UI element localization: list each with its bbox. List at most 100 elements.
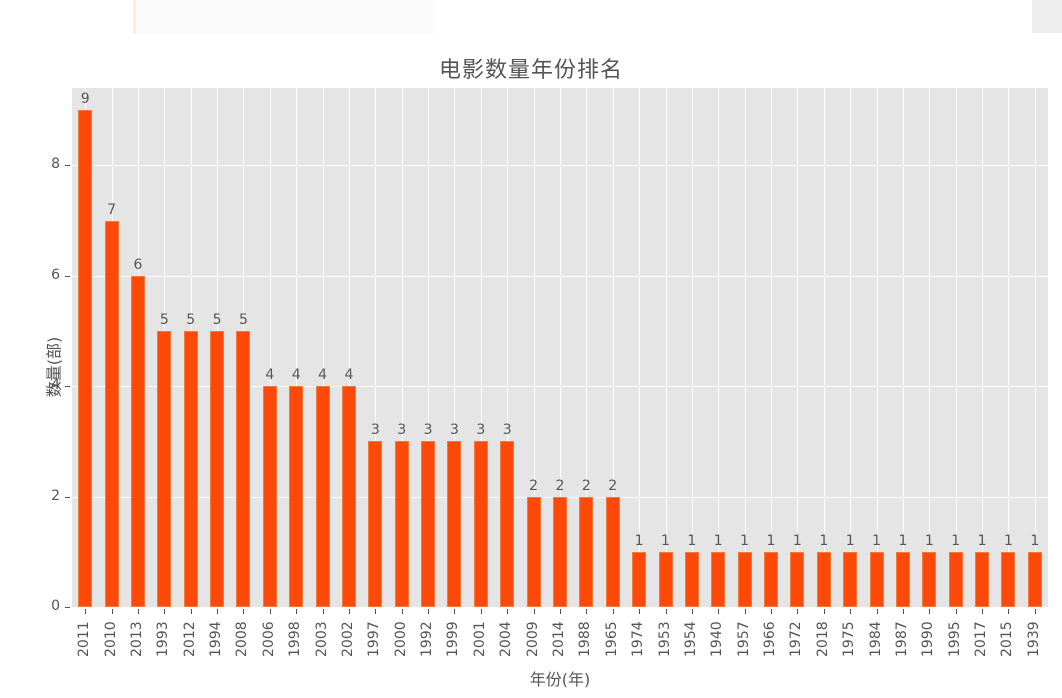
x-tick xyxy=(428,609,430,614)
gridline-v xyxy=(824,88,825,607)
x-tick-label: 1994 xyxy=(208,621,225,657)
x-tick xyxy=(586,609,588,614)
x-tick-label: 1998 xyxy=(287,621,304,657)
x-tick-label: 2017 xyxy=(973,621,990,657)
bar-value-label: 3 xyxy=(450,422,459,439)
bar-1998 xyxy=(289,386,304,607)
gridline-v xyxy=(534,88,535,607)
bar-1975 xyxy=(843,551,858,607)
x-tick xyxy=(560,609,561,614)
bar-1990 xyxy=(922,551,937,607)
bar-value-label: 1 xyxy=(951,532,961,549)
y-tick-label: 8 xyxy=(51,156,60,173)
gridline-v xyxy=(877,88,878,607)
x-tick xyxy=(190,609,192,614)
bar-value-label: 2 xyxy=(581,477,591,494)
x-tick xyxy=(744,609,746,614)
bar-value-label: 3 xyxy=(502,422,512,439)
bar-value-label: 1 xyxy=(819,532,829,549)
gridline-v xyxy=(745,88,746,607)
bar-2011 xyxy=(78,110,93,607)
gridline-v xyxy=(481,88,482,607)
gridline-v xyxy=(454,88,455,607)
bar-value-label: 3 xyxy=(370,422,380,439)
x-tick-label: 2002 xyxy=(339,621,356,657)
bar-value-label: 1 xyxy=(713,532,723,549)
x-tick xyxy=(454,609,456,614)
x-tick xyxy=(718,609,720,614)
bar-2017 xyxy=(975,551,990,607)
x-tick xyxy=(850,609,852,614)
bar-value-label: 1 xyxy=(661,532,670,549)
x-tick xyxy=(322,609,324,614)
x-tick-label: 1993 xyxy=(155,621,172,657)
x-tick-label: 2004 xyxy=(498,621,515,657)
x-tick-label: 2003 xyxy=(313,621,330,657)
y-tick xyxy=(65,386,70,388)
x-tick-label: 1966 xyxy=(762,621,779,657)
x-tick-label: 1990 xyxy=(920,621,937,657)
gridline-v xyxy=(402,88,403,607)
x-tick-label: 1965 xyxy=(603,621,620,657)
bar-value-label: 7 xyxy=(107,201,117,218)
bar-1965 xyxy=(605,496,620,607)
y-tick-label: 0 xyxy=(51,598,60,614)
x-tick-label: 2011 xyxy=(76,621,93,657)
bar-1987 xyxy=(895,551,910,607)
bar-2003 xyxy=(315,386,330,607)
bar-2013 xyxy=(130,275,145,607)
y-tick xyxy=(65,496,70,498)
bar-1995 xyxy=(948,551,963,607)
x-tick-label: 2006 xyxy=(260,621,277,657)
x-tick xyxy=(1008,609,1010,614)
gridline-v xyxy=(375,88,376,607)
gridline-v xyxy=(956,88,957,607)
gridline-v xyxy=(586,88,587,607)
bar-value-label: 4 xyxy=(291,367,301,384)
bar-value-label: 3 xyxy=(397,422,407,439)
bar-2018 xyxy=(816,551,831,607)
bar-1984 xyxy=(869,551,884,607)
x-tick xyxy=(137,609,139,614)
x-tick-label: 1939 xyxy=(1025,621,1042,657)
x-tick xyxy=(902,609,904,614)
bar-value-label: 1 xyxy=(845,532,855,549)
bar-1974 xyxy=(632,551,647,607)
x-tick xyxy=(639,609,641,614)
bar-value-label: 1 xyxy=(687,532,697,549)
x-tick-label: 1974 xyxy=(630,621,647,657)
gridline-v xyxy=(507,88,508,607)
x-tick xyxy=(348,609,350,614)
bar-value-label: 1 xyxy=(1003,532,1013,549)
x-tick-label: 1940 xyxy=(709,621,726,657)
x-tick xyxy=(85,609,87,614)
x-tick xyxy=(533,609,535,614)
top-strip-right xyxy=(1032,0,1062,33)
gridline-v xyxy=(903,88,904,607)
x-tick-label: 2018 xyxy=(814,621,831,657)
gridline-h xyxy=(72,607,1048,608)
x-tick-label: 1988 xyxy=(577,621,594,657)
bar-value-label: 2 xyxy=(608,477,618,494)
gridline-v xyxy=(692,88,693,607)
x-tick xyxy=(823,609,825,614)
gridline-v xyxy=(560,88,561,607)
chart-title: 电影数量年份排名 xyxy=(438,58,623,83)
bar-value-label: 4 xyxy=(265,367,275,384)
bar-2015 xyxy=(1001,551,1016,607)
x-tick xyxy=(269,609,271,614)
x-tick xyxy=(929,609,931,614)
bar-1957 xyxy=(737,551,752,607)
bar-1940 xyxy=(711,551,726,607)
bar-1954 xyxy=(684,551,699,607)
bar-value-label: 9 xyxy=(80,91,90,108)
gridline-v xyxy=(982,88,983,607)
x-tick-label: 2015 xyxy=(999,621,1016,657)
bar-2014 xyxy=(553,496,567,607)
bar-1953 xyxy=(658,551,673,607)
x-tick xyxy=(797,609,799,614)
x-tick-label: 2008 xyxy=(234,621,251,657)
bar-value-label: 1 xyxy=(898,532,908,549)
x-tick xyxy=(1034,609,1036,614)
bar-value-label: 3 xyxy=(476,422,486,439)
